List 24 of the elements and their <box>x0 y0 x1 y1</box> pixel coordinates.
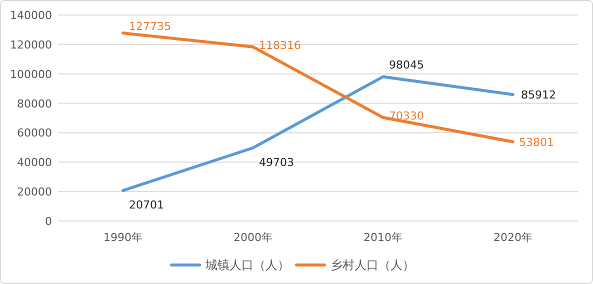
x-tick-label: 1990年 <box>104 231 142 244</box>
x-tick-label: 2020年 <box>494 231 532 244</box>
y-tick-label: 0 <box>45 215 52 228</box>
x-tick-label: 2000年 <box>234 231 272 244</box>
y-tick-label: 40000 <box>17 156 52 170</box>
y-tick-label: 140000 <box>10 9 52 22</box>
data-label: 20701 <box>129 198 164 212</box>
data-label: 98045 <box>389 58 424 72</box>
line-series <box>122 75 514 192</box>
y-tick-label: 60000 <box>17 126 52 140</box>
data-label: 70330 <box>389 110 424 123</box>
y-tick-label: 120000 <box>10 38 52 52</box>
legend-label: 乡村人口（人） <box>330 258 414 272</box>
data-label: 49703 <box>259 156 294 169</box>
y-tick-label: 80000 <box>17 97 52 110</box>
data-label: 85912 <box>521 88 556 102</box>
data-label: 53801 <box>519 136 554 149</box>
data-label: 118316 <box>259 38 301 52</box>
data-label: 127735 <box>129 20 171 34</box>
line-series <box>122 32 514 144</box>
y-tick-label: 100000 <box>10 68 52 81</box>
legend-label: 城镇人口（人） <box>204 258 290 272</box>
y-tick-label: 20000 <box>17 186 52 199</box>
x-tick-label: 2010年 <box>364 231 402 244</box>
